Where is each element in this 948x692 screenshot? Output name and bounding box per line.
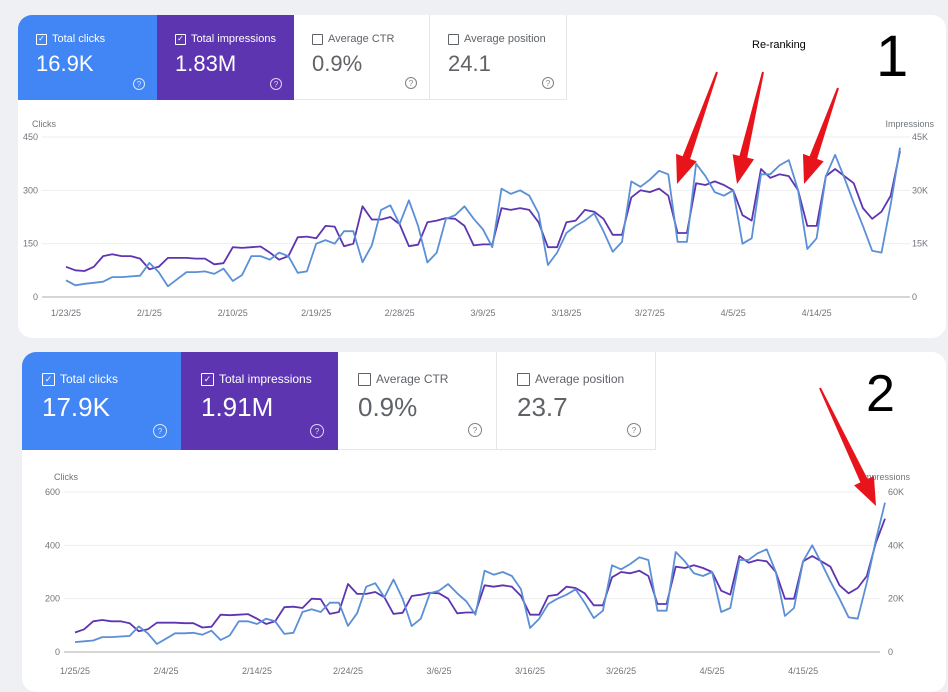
y-tick-label: 200	[45, 594, 60, 604]
metric-card-total-clicks[interactable]: ✓ Total clicks 17.9K ?	[22, 352, 181, 450]
y-tick-label: 400	[45, 540, 60, 550]
checkbox-icon[interactable]	[312, 33, 323, 45]
metric-card-total-impressions[interactable]: ✓ Total impressions 1.83M ?	[157, 15, 294, 100]
x-tick-label: 4/14/25	[802, 308, 832, 318]
impressions-series-line	[74, 518, 886, 634]
performance-panel-1: ✓ Total clicks 16.9K ? ✓ Total impressions…	[18, 15, 946, 338]
x-tick-label: 3/6/25	[427, 666, 452, 676]
checkbox-icon[interactable]: ✓	[175, 33, 186, 45]
metric-value: 23.7	[517, 392, 568, 422]
x-tick-label: 3/18/25	[551, 308, 581, 318]
help-circle-icon[interactable]: ?	[468, 423, 482, 437]
x-tick-label: 3/9/25	[470, 308, 495, 318]
x-tick-label: 4/15/25	[788, 666, 818, 676]
help-circle-icon[interactable]: ?	[627, 423, 641, 437]
y2-axis-title: Impressions	[885, 119, 934, 129]
panel-number-1: 1	[876, 24, 909, 89]
metric-value: 1.91M	[201, 392, 274, 422]
metric-label: Average CTR	[328, 33, 395, 45]
re-ranking-annotation: Re-ranking	[752, 39, 806, 51]
y-axis-title: Clicks	[54, 472, 78, 482]
y-tick-label: 450	[23, 132, 38, 142]
x-tick-label: 2/10/25	[218, 308, 248, 318]
clicks-series-line	[65, 147, 901, 288]
checkbox-icon[interactable]: ✓	[42, 372, 55, 386]
y-axis-title: Clicks	[32, 119, 56, 129]
red-arrow-icon	[819, 387, 876, 506]
x-tick-label: 2/19/25	[301, 308, 331, 318]
help-circle-icon[interactable]: ?	[133, 78, 145, 90]
metric-card-average-ctr[interactable]: Average CTR 0.9% ?	[338, 352, 497, 450]
metric-card-average-position[interactable]: Average position 24.1 ?	[430, 15, 567, 100]
metric-card-total-impressions[interactable]: ✓ Total impressions 1.91M ?	[181, 352, 338, 450]
metric-value: 1.83M	[175, 51, 237, 76]
checkbox-icon[interactable]: ✓	[36, 33, 47, 45]
y2-tick-label: 40K	[888, 540, 904, 550]
x-tick-label: 2/1/25	[137, 308, 162, 318]
y2-tick-label: 0	[888, 647, 893, 657]
y2-tick-label: 45K	[912, 132, 928, 142]
metric-label: Average CTR	[376, 372, 449, 386]
clicks-series-line	[74, 502, 886, 645]
x-tick-label: 2/4/25	[153, 666, 178, 676]
x-tick-label: 2/28/25	[385, 308, 415, 318]
x-tick-label: 3/26/25	[606, 666, 636, 676]
performance-panel-2: ✓ Total clicks 17.9K ? ✓ Total impressions…	[22, 352, 946, 692]
help-circle-icon[interactable]: ?	[405, 77, 417, 89]
y2-tick-label: 15K	[912, 239, 928, 249]
metric-value: 0.9%	[358, 392, 418, 422]
metric-card-average-ctr[interactable]: Average CTR 0.9% ?	[294, 15, 430, 100]
metric-label: Total clicks	[52, 33, 106, 45]
y2-axis-title: Impressions	[861, 472, 910, 482]
help-circle-icon[interactable]: ?	[153, 424, 167, 438]
y2-tick-label: 0	[912, 292, 917, 302]
help-circle-icon[interactable]: ?	[310, 424, 324, 438]
y2-tick-label: 20K	[888, 594, 904, 604]
metric-value: 0.9%	[312, 51, 363, 76]
metric-label: Total clicks	[60, 372, 119, 386]
checkbox-icon[interactable]	[448, 33, 459, 45]
x-tick-label: 4/5/25	[721, 308, 746, 318]
y2-tick-label: 60K	[888, 487, 904, 497]
x-tick-label: 3/16/25	[515, 666, 545, 676]
checkbox-icon[interactable]: ✓	[201, 372, 214, 386]
x-tick-label: 1/25/25	[60, 666, 90, 676]
impressions-series-line	[65, 151, 901, 272]
y-tick-label: 0	[33, 292, 38, 302]
checkbox-icon[interactable]	[517, 372, 530, 386]
red-arrow-icon	[732, 71, 764, 184]
y-tick-label: 150	[23, 239, 38, 249]
y2-tick-label: 30K	[912, 185, 928, 195]
panel-number-2: 2	[866, 365, 895, 423]
metric-value: 24.1	[448, 51, 491, 76]
metric-label: Average position	[464, 33, 546, 45]
metric-label: Total impressions	[191, 33, 276, 45]
x-tick-label: 2/14/25	[242, 666, 272, 676]
x-tick-label: 2/24/25	[333, 666, 363, 676]
x-tick-label: 4/5/25	[700, 666, 725, 676]
y-tick-label: 300	[23, 185, 38, 195]
y-tick-label: 600	[45, 487, 60, 497]
metric-card-average-position[interactable]: Average position 23.7 ?	[497, 352, 656, 450]
red-arrow-icon	[676, 71, 718, 184]
red-arrow-icon	[802, 87, 839, 184]
help-circle-icon[interactable]: ?	[542, 77, 554, 89]
metric-card-total-clicks[interactable]: ✓ Total clicks 16.9K ?	[18, 15, 157, 100]
x-tick-label: 1/23/25	[51, 308, 81, 318]
metric-label: Average position	[535, 372, 625, 386]
metric-value: 16.9K	[36, 51, 94, 76]
help-circle-icon[interactable]: ?	[270, 78, 282, 90]
x-tick-label: 3/27/25	[635, 308, 665, 318]
y-tick-label: 0	[55, 647, 60, 657]
metric-value: 17.9K	[42, 392, 110, 422]
checkbox-icon[interactable]	[358, 372, 371, 386]
metric-label: Total impressions	[219, 372, 312, 386]
